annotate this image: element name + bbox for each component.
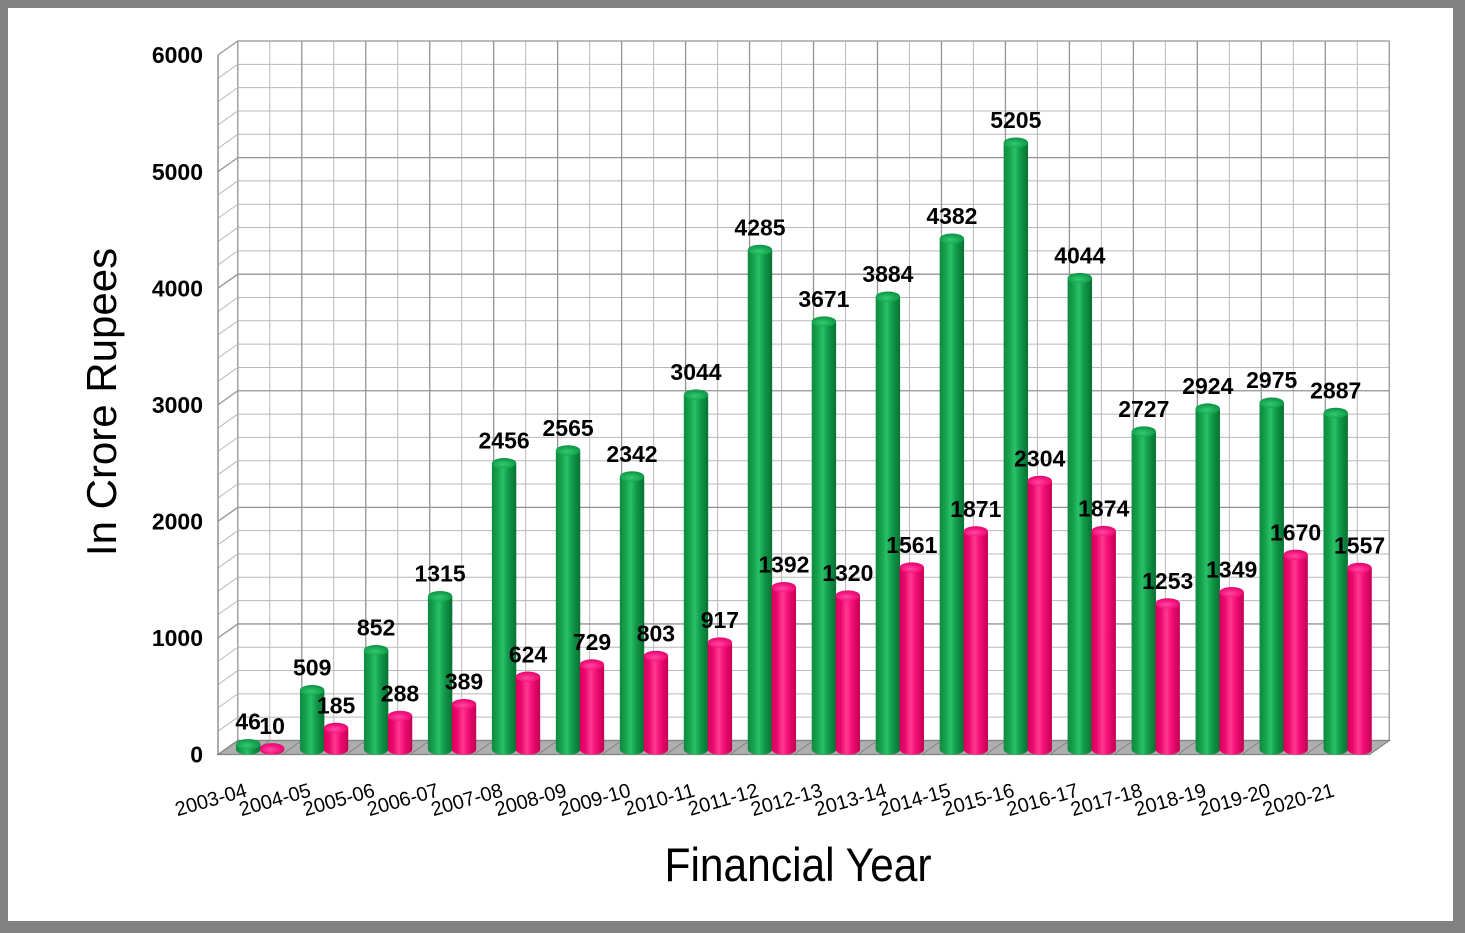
- svg-text:185: 185: [317, 692, 356, 718]
- svg-text:1320: 1320: [822, 560, 873, 586]
- svg-text:2727: 2727: [1118, 396, 1169, 422]
- svg-text:4285: 4285: [734, 215, 785, 241]
- svg-text:3671: 3671: [798, 286, 849, 312]
- svg-text:4044: 4044: [1054, 243, 1105, 269]
- svg-text:624: 624: [509, 641, 548, 667]
- svg-text:917: 917: [701, 607, 739, 633]
- svg-text:2342: 2342: [606, 441, 657, 467]
- svg-text:729: 729: [573, 629, 611, 655]
- svg-text:3044: 3044: [670, 359, 721, 385]
- svg-text:1000: 1000: [152, 625, 203, 651]
- svg-text:2565: 2565: [543, 415, 594, 441]
- svg-text:288: 288: [381, 680, 420, 706]
- svg-text:1392: 1392: [758, 552, 809, 578]
- svg-text:2975: 2975: [1246, 367, 1297, 393]
- svg-text:5000: 5000: [152, 159, 203, 185]
- svg-text:46: 46: [235, 709, 261, 735]
- svg-text:0: 0: [190, 742, 203, 768]
- svg-text:2304: 2304: [1014, 445, 1065, 471]
- svg-text:2456: 2456: [479, 428, 530, 454]
- svg-text:2887: 2887: [1310, 377, 1361, 403]
- svg-text:10: 10: [259, 713, 285, 739]
- svg-text:389: 389: [445, 669, 483, 695]
- svg-text:1349: 1349: [1206, 557, 1257, 583]
- svg-text:6000: 6000: [152, 42, 203, 68]
- svg-text:In Crore Rupees: In Crore Rupees: [78, 248, 125, 556]
- svg-text:803: 803: [637, 620, 675, 646]
- svg-text:1871: 1871: [950, 496, 1001, 522]
- svg-text:509: 509: [293, 655, 331, 681]
- svg-text:1670: 1670: [1270, 519, 1321, 545]
- svg-text:3884: 3884: [862, 261, 913, 287]
- svg-text:1253: 1253: [1142, 568, 1193, 594]
- svg-text:2000: 2000: [152, 509, 203, 535]
- svg-text:1561: 1561: [886, 532, 937, 558]
- svg-text:4000: 4000: [152, 275, 203, 301]
- svg-text:1315: 1315: [415, 561, 466, 587]
- svg-text:5205: 5205: [990, 107, 1041, 133]
- svg-text:Financial Year: Financial Year: [665, 838, 932, 891]
- svg-text:2924: 2924: [1182, 373, 1233, 399]
- svg-text:3000: 3000: [152, 392, 203, 418]
- svg-text:4382: 4382: [926, 203, 977, 229]
- svg-text:1557: 1557: [1334, 533, 1385, 559]
- svg-text:852: 852: [357, 615, 395, 641]
- svg-text:1874: 1874: [1078, 496, 1129, 522]
